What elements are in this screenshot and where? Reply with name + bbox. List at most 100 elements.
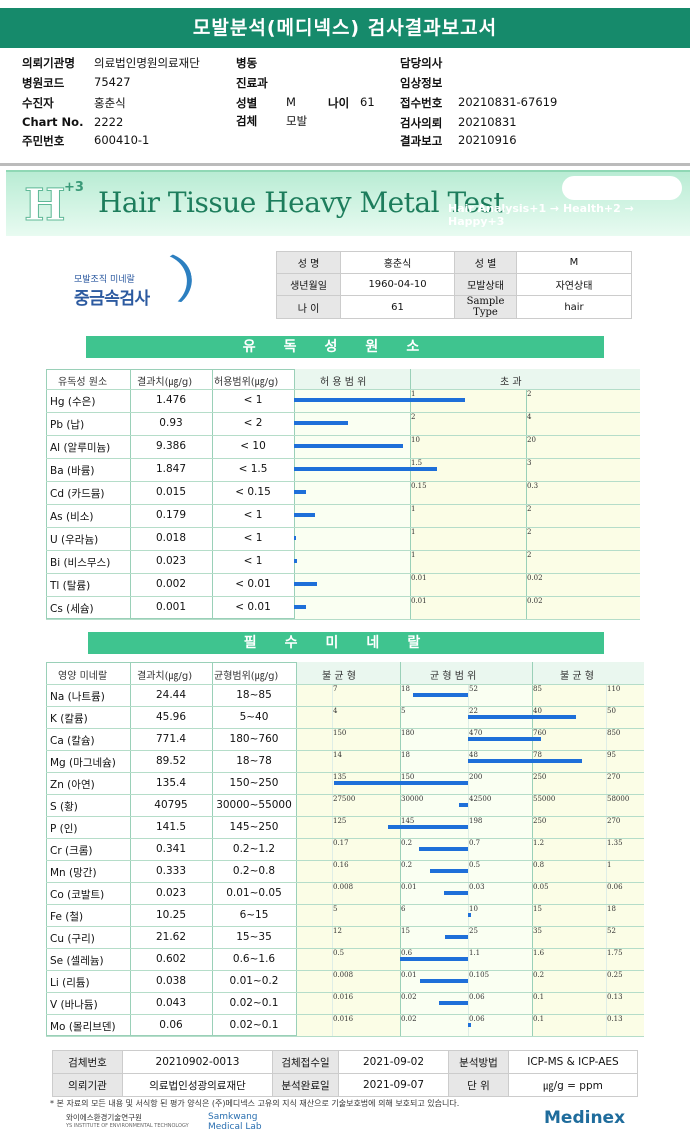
toxic-range: < 0.01 (235, 601, 271, 613)
tick-label: 0.15 (411, 482, 427, 490)
patient-label: 생년월일 (276, 273, 341, 296)
tick-label: 1.6 (533, 949, 545, 957)
toxic-range: < 1 (243, 394, 263, 406)
row-line (46, 684, 644, 685)
tick-label: 2 (527, 505, 532, 513)
tick-label: 3 (527, 459, 532, 467)
info-value: 61 (360, 95, 375, 109)
mineral-bar (468, 913, 472, 917)
info-label: 임상정보 (400, 76, 443, 90)
patient-label: 성 명 (276, 251, 341, 274)
patient-label: 성 별 (454, 251, 517, 274)
info-label: 검사의뢰 (400, 116, 443, 130)
tick-label: 0.5 (469, 861, 481, 869)
mineral-range: 150~250 (229, 777, 279, 789)
tick-label: 125 (333, 817, 347, 825)
tick-label: 1 (411, 551, 416, 559)
col-line (130, 662, 131, 1036)
toxic-result: 1.476 (155, 394, 187, 406)
toxic-result: 1.847 (155, 463, 187, 475)
header-excess: 초 과 (500, 377, 522, 388)
mineral-range: 18~85 (236, 689, 272, 701)
row-line (46, 992, 644, 993)
tick-label: 850 (607, 729, 621, 737)
toxic-result: 0.018 (155, 532, 187, 544)
col-line (212, 369, 213, 619)
info-label: 나이 (328, 96, 350, 110)
mineral-name: Ca (칼슘) (50, 735, 95, 747)
tick-label: 0.06 (469, 993, 485, 1001)
footer-value: 2021-09-07 (338, 1073, 449, 1097)
mineral-name: Mo (몰리브덴) (50, 1021, 116, 1033)
info-label: 주민번호 (22, 134, 65, 148)
mineral-result: 135.4 (155, 777, 187, 789)
patient-label: 나 이 (276, 295, 341, 319)
tick-label: 250 (533, 773, 547, 781)
info-value: M (286, 95, 296, 109)
tick-label: 0.3 (527, 482, 539, 490)
col-line (410, 369, 411, 619)
toxic-range: < 1 (243, 509, 263, 521)
tick-label: 0.02 (527, 574, 543, 582)
tick-label: 2 (527, 528, 532, 536)
tick-label: 2 (527, 390, 532, 398)
tick-label: 0.2 (401, 861, 413, 869)
row-line (46, 412, 640, 413)
copyright-note: * 본 자료의 모든 내용 및 서식항 된 평가 양식은 (주)메디넥스 고유의… (50, 1099, 460, 1108)
mineral-bar (419, 847, 468, 851)
medinex-logo: Medinex (544, 1108, 626, 1128)
tick-label: 18 (401, 751, 410, 759)
row-line (46, 728, 644, 729)
tick-label: 145 (401, 817, 415, 825)
patient-table: 성 명 홍춘식 성 별 M 생년월일 1960-04-10 모발상태 자연상태 … (276, 251, 632, 319)
tick-label: 4 (527, 413, 532, 421)
tick-label: 270 (607, 773, 621, 781)
tick-label: 0.06 (469, 1015, 485, 1023)
col-line (400, 662, 401, 1036)
tick-label: 1.5 (411, 459, 423, 467)
tick-label: 270 (607, 817, 621, 825)
info-value: 600410-1 (94, 133, 150, 147)
tick-label: 0.06 (607, 883, 623, 891)
toxic-bar (294, 536, 296, 540)
toxic-bar (294, 467, 437, 471)
footer-label: 분석방법 (448, 1050, 509, 1074)
header-result: 결과치(㎍/g) (137, 377, 193, 388)
tick-label: 0.05 (533, 883, 549, 891)
mineral-bar (458, 803, 468, 807)
row-line (46, 458, 640, 459)
tick-label: 200 (469, 773, 483, 781)
tick-label: 95 (607, 751, 616, 759)
banner-tagline: Hair Analysis+1 → Health+2 → Happy+3 (448, 202, 634, 228)
row-line (46, 1036, 644, 1037)
toxic-bar (294, 582, 317, 586)
mineral-bar (468, 759, 583, 763)
toxic-range: < 0.15 (235, 486, 271, 498)
mineral-result: 0.043 (155, 997, 187, 1009)
info-value: 75427 (94, 75, 131, 89)
mineral-bar (400, 957, 468, 961)
toxic-bar (294, 513, 315, 517)
toxic-result: 0.93 (159, 417, 183, 429)
row-line (46, 481, 640, 482)
report-title: 모발분석(메디넥스) 검사결과보고서 (0, 8, 690, 48)
mineral-result: 0.038 (155, 975, 187, 987)
mineral-range: 15~35 (236, 931, 272, 943)
tick-label: 4 (333, 707, 338, 715)
info-value: 모발 (286, 114, 308, 128)
tick-label: 0.1 (533, 993, 545, 1001)
col-line (296, 662, 297, 1036)
col-line (532, 662, 533, 1036)
tick-label: 0.5 (333, 949, 345, 957)
patient-value: 1960-04-10 (340, 273, 455, 296)
tick-label: 110 (607, 685, 621, 693)
toxic-range: < 0.01 (235, 578, 271, 590)
tick-label: 27500 (333, 795, 356, 803)
allowed-zone (294, 369, 410, 619)
h3-logo-sup: +3 (64, 180, 84, 195)
header-low: 불 균 형 (322, 671, 356, 682)
tick-label: 22 (469, 707, 478, 715)
mineral-range: 0.2~1.2 (232, 843, 276, 855)
toxic-result: 0.015 (155, 486, 187, 498)
header-balance: 균 형 범 위 (430, 671, 477, 682)
